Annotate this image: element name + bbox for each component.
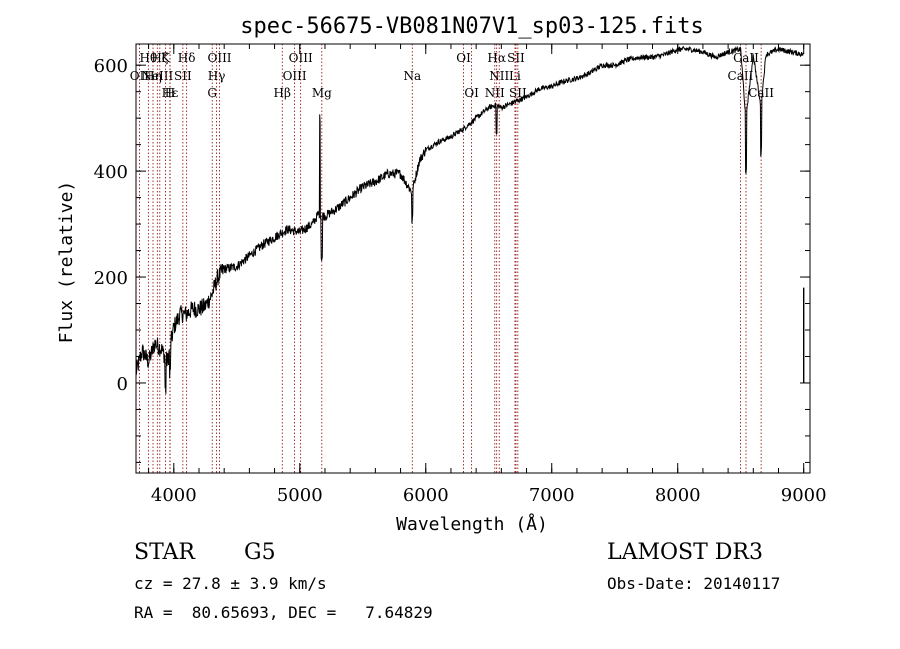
line-label-8: SII (174, 69, 192, 83)
line-label-20: NII (485, 86, 505, 100)
line-label-21: Hα (487, 51, 506, 65)
line-label-11: Hγ (208, 69, 226, 83)
line-label-9: Hδ (178, 51, 196, 65)
x-tick-label-4: 8000 (655, 485, 701, 506)
y-tick-label-0: 0 (117, 374, 128, 395)
line-label-16: Mg (312, 86, 332, 100)
line-label-0: OII (130, 69, 150, 83)
line-label-12: OIII (207, 51, 231, 65)
coordinates: RA = 80.65693, DEC = 7.64829 (134, 603, 433, 622)
obs-date: Obs-Date: 20140117 (607, 574, 781, 593)
x-tick-label-3: 7000 (529, 485, 575, 506)
x-tick-label-1: 5000 (277, 485, 323, 506)
x-axis-label: Wavelength (Å) (396, 513, 548, 535)
y-axis-label: Flux (relative) (56, 181, 77, 344)
y-tick-label-1: 200 (94, 268, 128, 289)
plot-frame (135, 43, 811, 474)
x-tick-label-0: 4000 (151, 485, 197, 506)
line-label-13: Hβ (274, 86, 291, 100)
line-label-14: OIII (283, 69, 307, 83)
redshift-text: cz = 27.8 ± 3.9 km/s (134, 574, 327, 593)
spectrum-series (135, 45, 805, 394)
line-label-28: CaII (748, 86, 774, 100)
line-label-4: Hζ (151, 51, 168, 65)
line-label-10: G (207, 86, 217, 100)
emission-line-markers: OIIHθHηNeIIIHζKHHεSIIHδGHγOIIIHβOIIIOIII… (130, 44, 774, 473)
line-label-17: Na (403, 69, 421, 83)
line-label-23: Li (509, 69, 521, 83)
line-label-26: CaII (728, 69, 754, 83)
y-tick-label-3: 600 (94, 56, 128, 77)
survey-name: LAMOST DR3 (607, 540, 763, 565)
line-label-18: OI (456, 51, 471, 65)
line-label-5: K (161, 51, 171, 65)
line-label-3: NeIII (141, 69, 173, 83)
line-label-15: OIII (289, 51, 313, 65)
object-class: STAR (134, 540, 195, 565)
x-tick-label-2: 6000 (403, 485, 449, 506)
object-subclass: G5 (244, 540, 276, 565)
x-tick-label-5: 9000 (781, 485, 827, 506)
line-label-25: SII (509, 86, 527, 100)
chart-title: spec-56675-VB081N07V1_sp03-125.fits (240, 14, 704, 39)
axes: 4000 5000 6000 7000 8000 9000 0 200 400 600 (94, 44, 827, 506)
line-label-27: CaII (733, 51, 759, 65)
spectrum-line (135, 45, 804, 394)
line-label-19: OI (464, 86, 479, 100)
line-label-7: Hε (162, 86, 179, 100)
line-label-22: NII (489, 69, 509, 83)
line-label-24: SII (507, 51, 525, 65)
y-tick-label-2: 400 (94, 162, 128, 183)
